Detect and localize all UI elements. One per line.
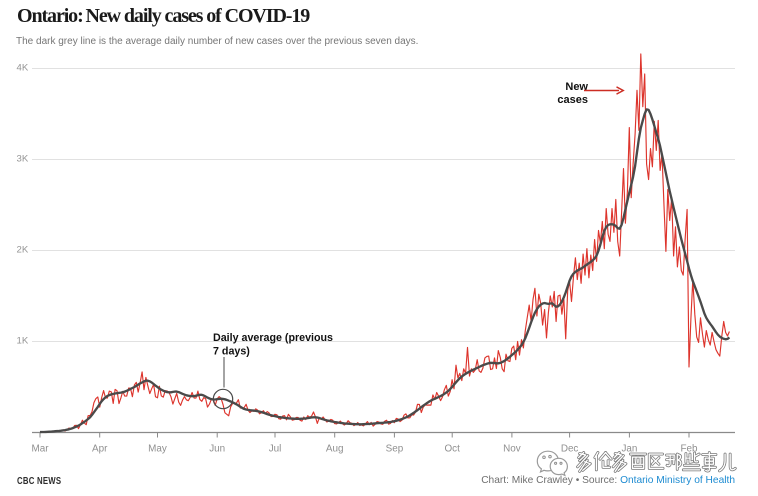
svg-text:Aug: Aug bbox=[326, 443, 344, 454]
svg-text:Jan: Jan bbox=[621, 443, 637, 454]
svg-text:Mar: Mar bbox=[31, 443, 49, 454]
svg-text:7 days): 7 days) bbox=[213, 346, 250, 358]
svg-text:1K: 1K bbox=[17, 336, 29, 347]
svg-text:Oct: Oct bbox=[445, 443, 461, 454]
svg-text:Dec: Dec bbox=[561, 443, 579, 454]
svg-text:3K: 3K bbox=[17, 154, 29, 165]
svg-text:New: New bbox=[565, 81, 588, 93]
svg-text:4K: 4K bbox=[17, 63, 29, 74]
svg-text:Apr: Apr bbox=[92, 443, 108, 454]
svg-text:Jul: Jul bbox=[269, 443, 282, 454]
svg-text:May: May bbox=[148, 443, 167, 454]
svg-text:Nov: Nov bbox=[503, 443, 521, 454]
svg-text:Jun: Jun bbox=[209, 443, 225, 454]
svg-text:Daily average (previous: Daily average (previous bbox=[213, 332, 333, 344]
svg-text:2K: 2K bbox=[17, 245, 29, 256]
svg-text:Feb: Feb bbox=[680, 443, 698, 454]
svg-text:Sep: Sep bbox=[386, 443, 404, 454]
svg-text:cases: cases bbox=[557, 94, 588, 106]
